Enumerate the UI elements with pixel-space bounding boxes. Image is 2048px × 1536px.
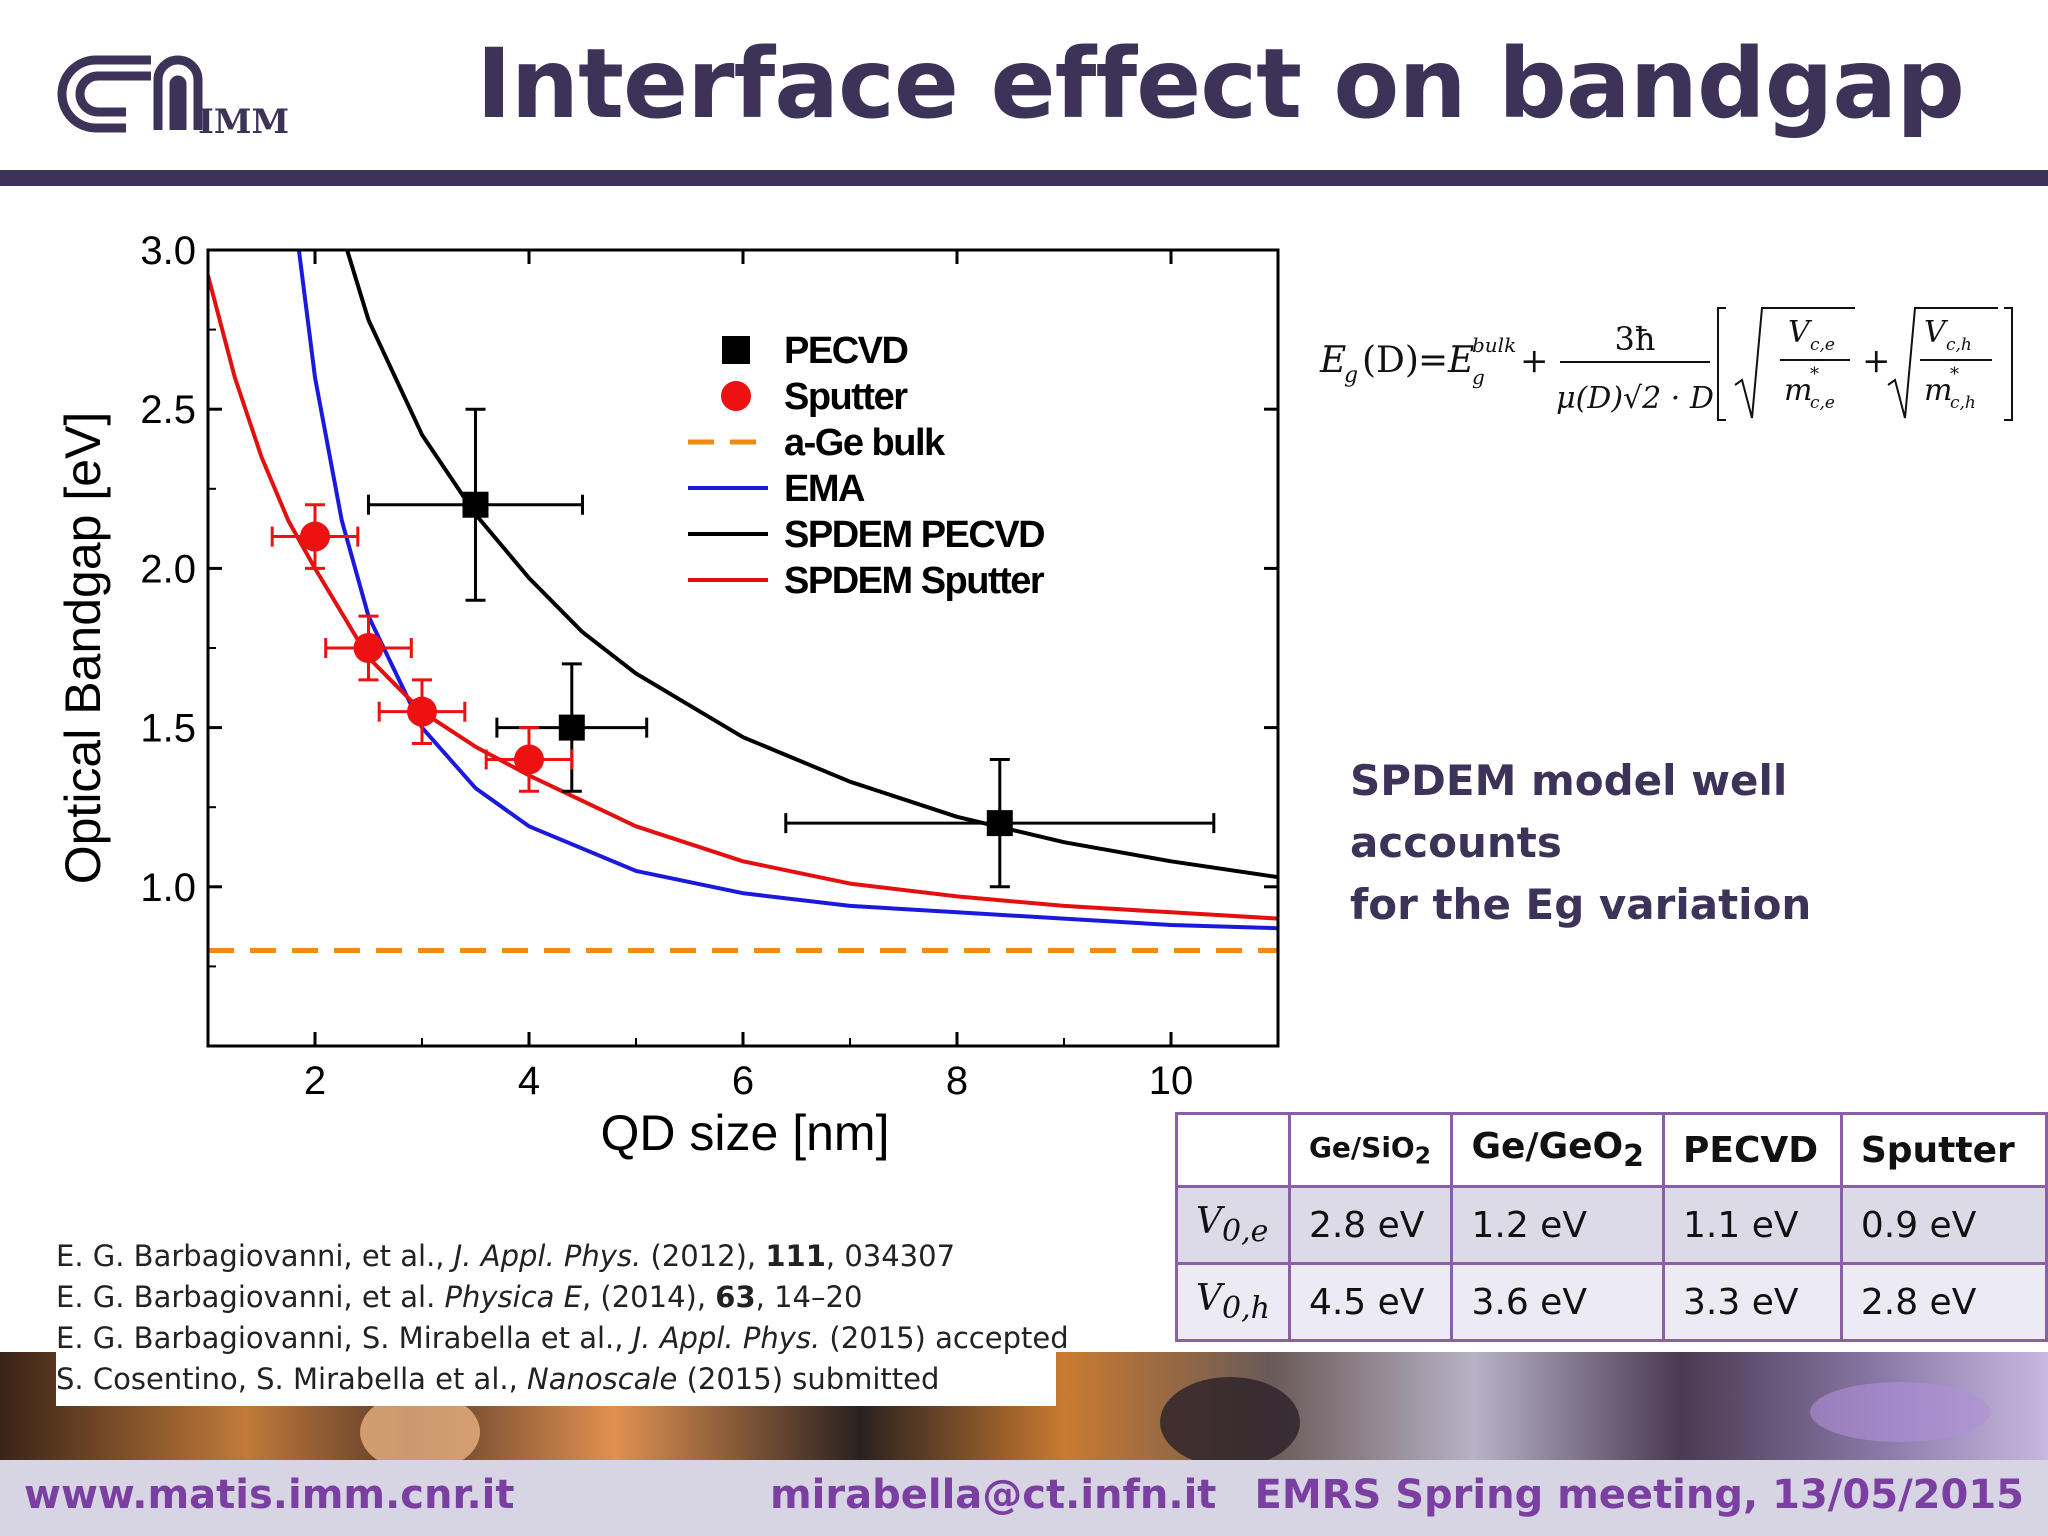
footer-website-link[interactable]: www.matis.imm.cnr.it: [24, 1472, 515, 1518]
formula-bulk-sub: g: [1472, 365, 1485, 389]
legend-label-ema: EMA: [784, 468, 865, 510]
footer-email-link[interactable]: mirabella@ct.infn.it: [770, 1472, 1217, 1518]
title-divider: [0, 170, 2048, 186]
formula-plus-2: +: [1862, 341, 1891, 381]
x-axis-label: QD size [nm]: [601, 1105, 890, 1161]
table-header-gesio2: Ge/SiO2: [1287, 1112, 1454, 1188]
legend-label-spdem-pecvd: SPDEM PECVD: [784, 514, 1044, 556]
sputter-point: [300, 521, 330, 552]
sputter-point: [353, 633, 384, 663]
table-cell: 3.6 eV: [1450, 1262, 1666, 1342]
formula-me: m: [1784, 373, 1812, 408]
formula-bulk-sup: bulk: [1472, 333, 1516, 357]
formula-denominator: μ(D)√2 · D: [1556, 381, 1714, 416]
formula-ve-sub: c,e: [1810, 335, 1835, 355]
y-tick-label: 1.0: [140, 866, 196, 910]
reference-item: E. G. Barbagiovanni, S. Mirabella et al.…: [56, 1321, 1069, 1355]
table-row-label-hole: V0,h: [1175, 1262, 1291, 1342]
x-tick-label: 6: [732, 1059, 754, 1103]
table-header-row: Ge/SiO2 Ge/GeO2 PECVD Sputter: [1175, 1112, 2048, 1188]
sputter-point: [514, 744, 544, 775]
table-cell: 4.5 eV: [1287, 1262, 1454, 1342]
legend-marker-sputter: [721, 381, 751, 411]
cnr-imm-logo: IMM: [57, 55, 289, 142]
legend-label-pecvd: PECVD: [784, 330, 907, 372]
formula-me-star: *: [1810, 364, 1819, 385]
sputter-point: [407, 696, 437, 727]
formula-mh-star: *: [1950, 364, 1959, 385]
formula-vh-sub: c,h: [1946, 335, 1972, 355]
formula-bulk: E: [1447, 340, 1474, 381]
legend-label-sputter: Sputter: [784, 376, 908, 418]
spdem-formula: E g (D) = E bulk g + 3ħ μ(D)√2 · D V c,e…: [1319, 307, 2013, 421]
footer-bar: www.matis.imm.cnr.it mirabella@ct.infn.i…: [0, 1460, 2048, 1536]
table-header-gegeo2: Ge/GeO2: [1450, 1112, 1666, 1188]
y-axis-label: Optical Bandgap [eV]: [55, 412, 111, 885]
reference-item: E. G. Barbagiovanni, et al. Physica E, (…: [56, 1280, 863, 1314]
legend-label-spdem-sputter: SPDEM Sputter: [784, 560, 1045, 602]
table-cell: 2.8 eV: [1287, 1185, 1454, 1265]
table-corner-cell: [1175, 1112, 1291, 1188]
formula-mh-sub: c,h: [1950, 393, 1976, 413]
table-cell: 3.3 eV: [1662, 1262, 1843, 1342]
table-header-pecvd: PECVD: [1662, 1112, 1843, 1188]
references: E. G. Barbagiovanni, et al., J. Appl. Ph…: [56, 1232, 1069, 1406]
y-tick-label: 3.0: [140, 229, 196, 273]
formula-plus-1: +: [1520, 341, 1549, 381]
formula-lhs: E: [1319, 340, 1346, 381]
potential-table: Ge/SiO2 Ge/GeO2 PECVD Sputter V0,e 2.8 e…: [1175, 1112, 2048, 1342]
formula-me-sub: c,e: [1810, 393, 1835, 413]
model-note-line-1: SPDEM model well accounts: [1350, 756, 1788, 867]
pecvd-point: [558, 714, 585, 741]
formula-arg: (D): [1362, 340, 1419, 381]
logo-text: IMM: [198, 102, 289, 142]
y-tick-label: 2.0: [140, 547, 196, 591]
x-tick-label: 4: [518, 1059, 540, 1103]
reference-item: S. Cosentino, S. Mirabella et al., Nanos…: [56, 1362, 940, 1396]
formula-lhs-sub: g: [1344, 363, 1358, 388]
x-tick-label: 8: [946, 1059, 968, 1103]
formula-eq: =: [1418, 340, 1448, 381]
slide-title: Interface effect on bandgap: [476, 28, 1965, 140]
table-cell: 1.1 eV: [1662, 1185, 1843, 1265]
x-tick-label: 10: [1149, 1059, 1194, 1103]
table-cell: 1.2 eV: [1450, 1185, 1666, 1265]
series-line-spdem-pecvd: [345, 250, 1278, 880]
footer-event: EMRS Spring meeting, 13/05/2015: [1254, 1472, 2024, 1518]
series-line-spdem-sputter: [208, 274, 1278, 921]
y-tick-label: 1.5: [140, 707, 196, 751]
x-tick-label: 2: [304, 1059, 326, 1103]
formula-mh: m: [1924, 373, 1952, 408]
table-row: V0,h 4.5 eV 3.6 eV 3.3 eV 2.8 eV: [1175, 1262, 2048, 1342]
table-cell: 0.9 eV: [1839, 1185, 2048, 1265]
pecvd-point: [986, 810, 1013, 837]
table-header-sputter: Sputter: [1839, 1112, 2048, 1188]
model-note-line-2: for the Eg variation: [1350, 880, 1812, 929]
formula-ve: V: [1788, 315, 1813, 350]
formula-vh: V: [1924, 315, 1949, 350]
table-cell: 2.8 eV: [1839, 1262, 2048, 1342]
table-row: V0,e 2.8 eV 1.2 eV 1.1 eV 0.9 eV: [1175, 1185, 2048, 1265]
reference-item: E. G. Barbagiovanni, et al., J. Appl. Ph…: [56, 1239, 956, 1273]
y-tick-label: 2.5: [140, 388, 196, 432]
pecvd-point: [462, 491, 489, 518]
table-row-label-electron: V0,e: [1175, 1185, 1291, 1265]
model-note: SPDEM model well accounts for the Eg var…: [1350, 750, 1990, 936]
legend-marker-pecvd: [722, 336, 750, 364]
formula-numerator: 3ħ: [1615, 320, 1656, 358]
legend-label-a-ge-bulk: a-Ge bulk: [784, 422, 946, 464]
